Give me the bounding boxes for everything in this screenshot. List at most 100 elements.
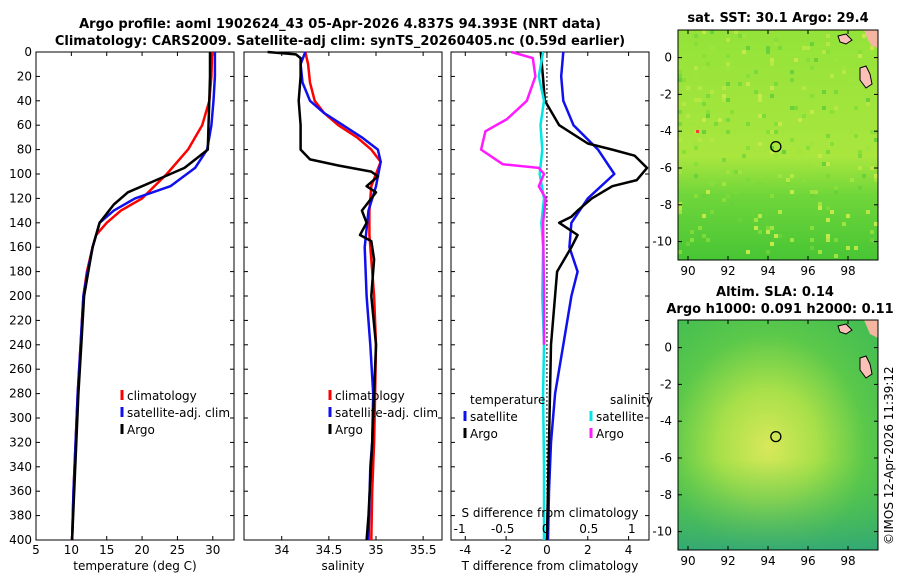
- sst-pixel: [694, 146, 698, 150]
- sla-island: [859, 355, 873, 379]
- sst-pixel: [686, 242, 690, 246]
- sst-pixel-hot: [696, 130, 699, 133]
- sst-pixel: [678, 74, 682, 78]
- sst-pixel: [678, 122, 682, 126]
- sst-pixel: [826, 134, 830, 138]
- sst-pixel: [694, 66, 698, 70]
- sst-pixel: [766, 226, 770, 230]
- legend-label: satellite: [596, 410, 644, 424]
- sst-pixel: [758, 142, 762, 146]
- sst-pixel: [826, 34, 830, 38]
- legend-label: satellite: [470, 410, 518, 424]
- sst-pixel: [694, 74, 698, 78]
- sst-pixel: [810, 110, 814, 114]
- depth-tick-label: 100: [9, 167, 32, 181]
- sst-pixel: [770, 226, 774, 230]
- sst-pixel: [818, 154, 822, 158]
- sst-pixel: [774, 38, 778, 42]
- sst-pixel: [702, 30, 706, 34]
- sst-pixel: [774, 122, 778, 126]
- sst-pixel: [850, 178, 854, 182]
- sst-pixel: [802, 86, 806, 90]
- sst-map-axes: 90 92 94 96 98 0 -2 -4 -6 -8 -10: [652, 30, 878, 278]
- sst-pixel: [754, 226, 758, 230]
- sst-pixel: [818, 250, 822, 254]
- sst-pixel: [702, 194, 706, 198]
- sst-pixel: [810, 66, 814, 70]
- sst-pixel: [826, 174, 830, 178]
- sst-pixel: [730, 202, 734, 206]
- argo-float-location-marker: [770, 430, 782, 443]
- sst-pixel: [690, 122, 694, 126]
- sst-pixel: [834, 58, 838, 62]
- sst-pixel: [870, 70, 874, 74]
- sst-pixel: [770, 130, 774, 134]
- sst-pixel: [698, 102, 702, 106]
- sst-pixel: [790, 106, 794, 110]
- temperature-xtick-label: 20: [134, 543, 149, 557]
- sst-pixel: [786, 182, 790, 186]
- sst-pixel: [726, 118, 730, 122]
- map-lat-tick-label: -4: [660, 414, 672, 428]
- sst-pixel: [846, 246, 850, 250]
- sst-pixel: [774, 42, 778, 46]
- temperature-xlabel: temperature (deg C): [73, 559, 196, 573]
- sla-map-bottom-shade: [678, 460, 878, 550]
- sst-pixel: [778, 46, 782, 50]
- sst-pixel: [738, 82, 742, 86]
- sst-pixel: [826, 150, 830, 154]
- salinity-xtick-label: 34: [274, 543, 289, 557]
- salinity-diff-tick-label: 0.5: [579, 522, 598, 536]
- sst-pixel: [702, 54, 706, 58]
- salinity-xtick-label: 35.5: [410, 543, 437, 557]
- sst-pixel: [758, 182, 762, 186]
- sst-pixel: [722, 158, 726, 162]
- depth-tick-label: 200: [9, 289, 32, 303]
- sst-pixel: [826, 238, 830, 242]
- sst-pixel: [790, 190, 794, 194]
- map-lon-tick-label: 90: [680, 264, 695, 278]
- sst-pixel: [722, 98, 726, 102]
- sst-pixel: [818, 206, 822, 210]
- sst-pixel: [798, 118, 802, 122]
- sst-pixel: [870, 238, 874, 242]
- depth-tick-label: 160: [9, 240, 32, 254]
- sst-pixel: [770, 194, 774, 198]
- depth-tick-label: 300: [9, 411, 32, 425]
- sst-pixel: [866, 146, 870, 150]
- sst-pixel: [822, 50, 826, 54]
- sst-pixel: [678, 70, 682, 74]
- sst-pixel: [722, 94, 726, 98]
- sst-pixel: [834, 254, 838, 258]
- sst-pixel: [678, 202, 682, 206]
- sst-pixel: [822, 106, 826, 110]
- sst-pixel: [742, 34, 746, 38]
- sla-island-2: [837, 323, 853, 335]
- sst-pixel: [850, 130, 854, 134]
- sst-pixel: [678, 78, 682, 82]
- map-lat-tick-label: 0: [664, 341, 672, 355]
- sst-pixel: [774, 130, 778, 134]
- sst-pixel: [698, 138, 702, 142]
- sst-pixel: [706, 62, 710, 66]
- sst-pixel: [726, 98, 730, 102]
- sst-pixel: [766, 230, 770, 234]
- sst-pixel: [778, 174, 782, 178]
- sst-pixel: [870, 166, 874, 170]
- sst-pixel: [714, 122, 718, 126]
- sst-pixel: [746, 146, 750, 150]
- sst-pixel: [758, 114, 762, 118]
- sst-pixel: [862, 34, 866, 38]
- sst-pixel: [738, 34, 742, 38]
- sst-pixel: [758, 98, 762, 102]
- map-lon-tick-label: 92: [720, 264, 735, 278]
- sst-pixel: [754, 70, 758, 74]
- sst-pixel: [854, 90, 858, 94]
- sst-pixel: [858, 166, 862, 170]
- depth-tick-label: 220: [9, 313, 32, 327]
- sst-pixel: [866, 210, 870, 214]
- sst-pixel: [810, 94, 814, 98]
- sst-pixel: [790, 94, 794, 98]
- depth-tick-label: 240: [9, 338, 32, 352]
